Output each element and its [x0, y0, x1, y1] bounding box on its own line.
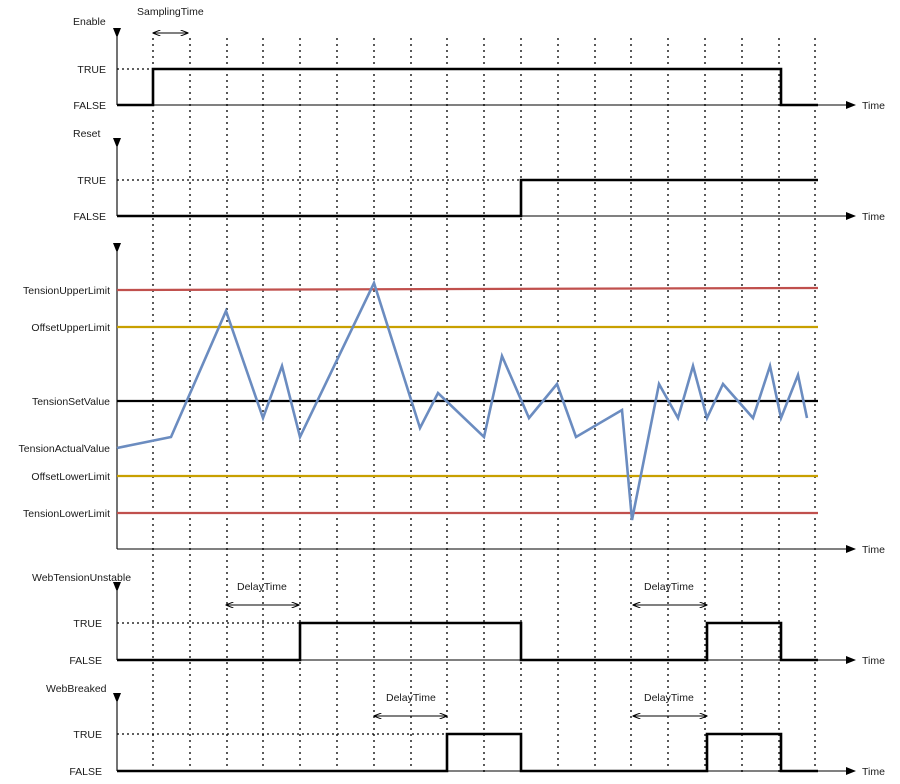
tension-actual-value-line — [116, 279, 809, 521]
reset-true-label: TRUE — [77, 175, 106, 187]
unstable-delay-label-1: DelayTime — [237, 581, 287, 593]
web-tension-unstable-panel: WebTensionUnstable DelayTime DelayTime T… — [32, 572, 885, 667]
enable-signal-waveform — [117, 67, 818, 107]
tension-panel: Time TensionUpperLimit OffsetUpperLimit … — [19, 243, 885, 556]
unstable-delay-label-2: DelayTime — [644, 581, 694, 593]
sampling-grid — [152, 38, 816, 776]
enable-time-label: Time — [862, 100, 885, 112]
tension-lower-limit-label: TensionLowerLimit — [23, 508, 110, 520]
breaked-false-label: FALSE — [69, 766, 102, 778]
reset-false-label: FALSE — [73, 211, 106, 223]
breaked-true-label: TRUE — [73, 729, 102, 741]
unstable-time-label: Time — [862, 655, 885, 667]
breaked-delay-label-2: DelayTime — [644, 692, 694, 704]
unstable-false-label: FALSE — [69, 655, 102, 667]
sampling-time-label: SamplingTime — [137, 6, 204, 18]
tension-actual-value-label: TensionActualValue — [19, 443, 111, 455]
web-breaked-panel: WebBreaked DelayTime DelayTime TRUE FALS… — [46, 683, 885, 778]
reset-signal-waveform — [117, 178, 818, 218]
unstable-signal-name: WebTensionUnstable — [32, 572, 131, 584]
offset-upper-limit-label: OffsetUpperLimit — [31, 322, 110, 334]
unstable-true-label: TRUE — [73, 618, 102, 630]
tension-upper-limit-line — [116, 286, 819, 292]
breaked-signal-waveform — [117, 732, 818, 773]
enable-true-label: TRUE — [77, 64, 106, 76]
tension-upper-limit-label: TensionUpperLimit — [23, 285, 110, 297]
breaked-time-label: Time — [862, 766, 885, 778]
reset-panel: Reset TRUE FALSE Time — [73, 128, 885, 223]
enable-signal-name: Enable — [73, 16, 106, 28]
enable-false-label: FALSE — [73, 100, 106, 112]
breaked-signal-name: WebBreaked — [46, 683, 107, 695]
breaked-delay-label-1: DelayTime — [386, 692, 436, 704]
reset-time-label: Time — [862, 211, 885, 223]
enable-panel: Enable SamplingTime TRUE FALSE Time — [73, 6, 885, 112]
tension-time-label: Time — [862, 544, 885, 556]
tension-set-value-label: TensionSetValue — [32, 396, 110, 408]
reset-signal-name: Reset — [73, 128, 101, 140]
offset-lower-limit-label: OffsetLowerLimit — [31, 471, 110, 483]
unstable-signal-waveform — [117, 621, 818, 662]
